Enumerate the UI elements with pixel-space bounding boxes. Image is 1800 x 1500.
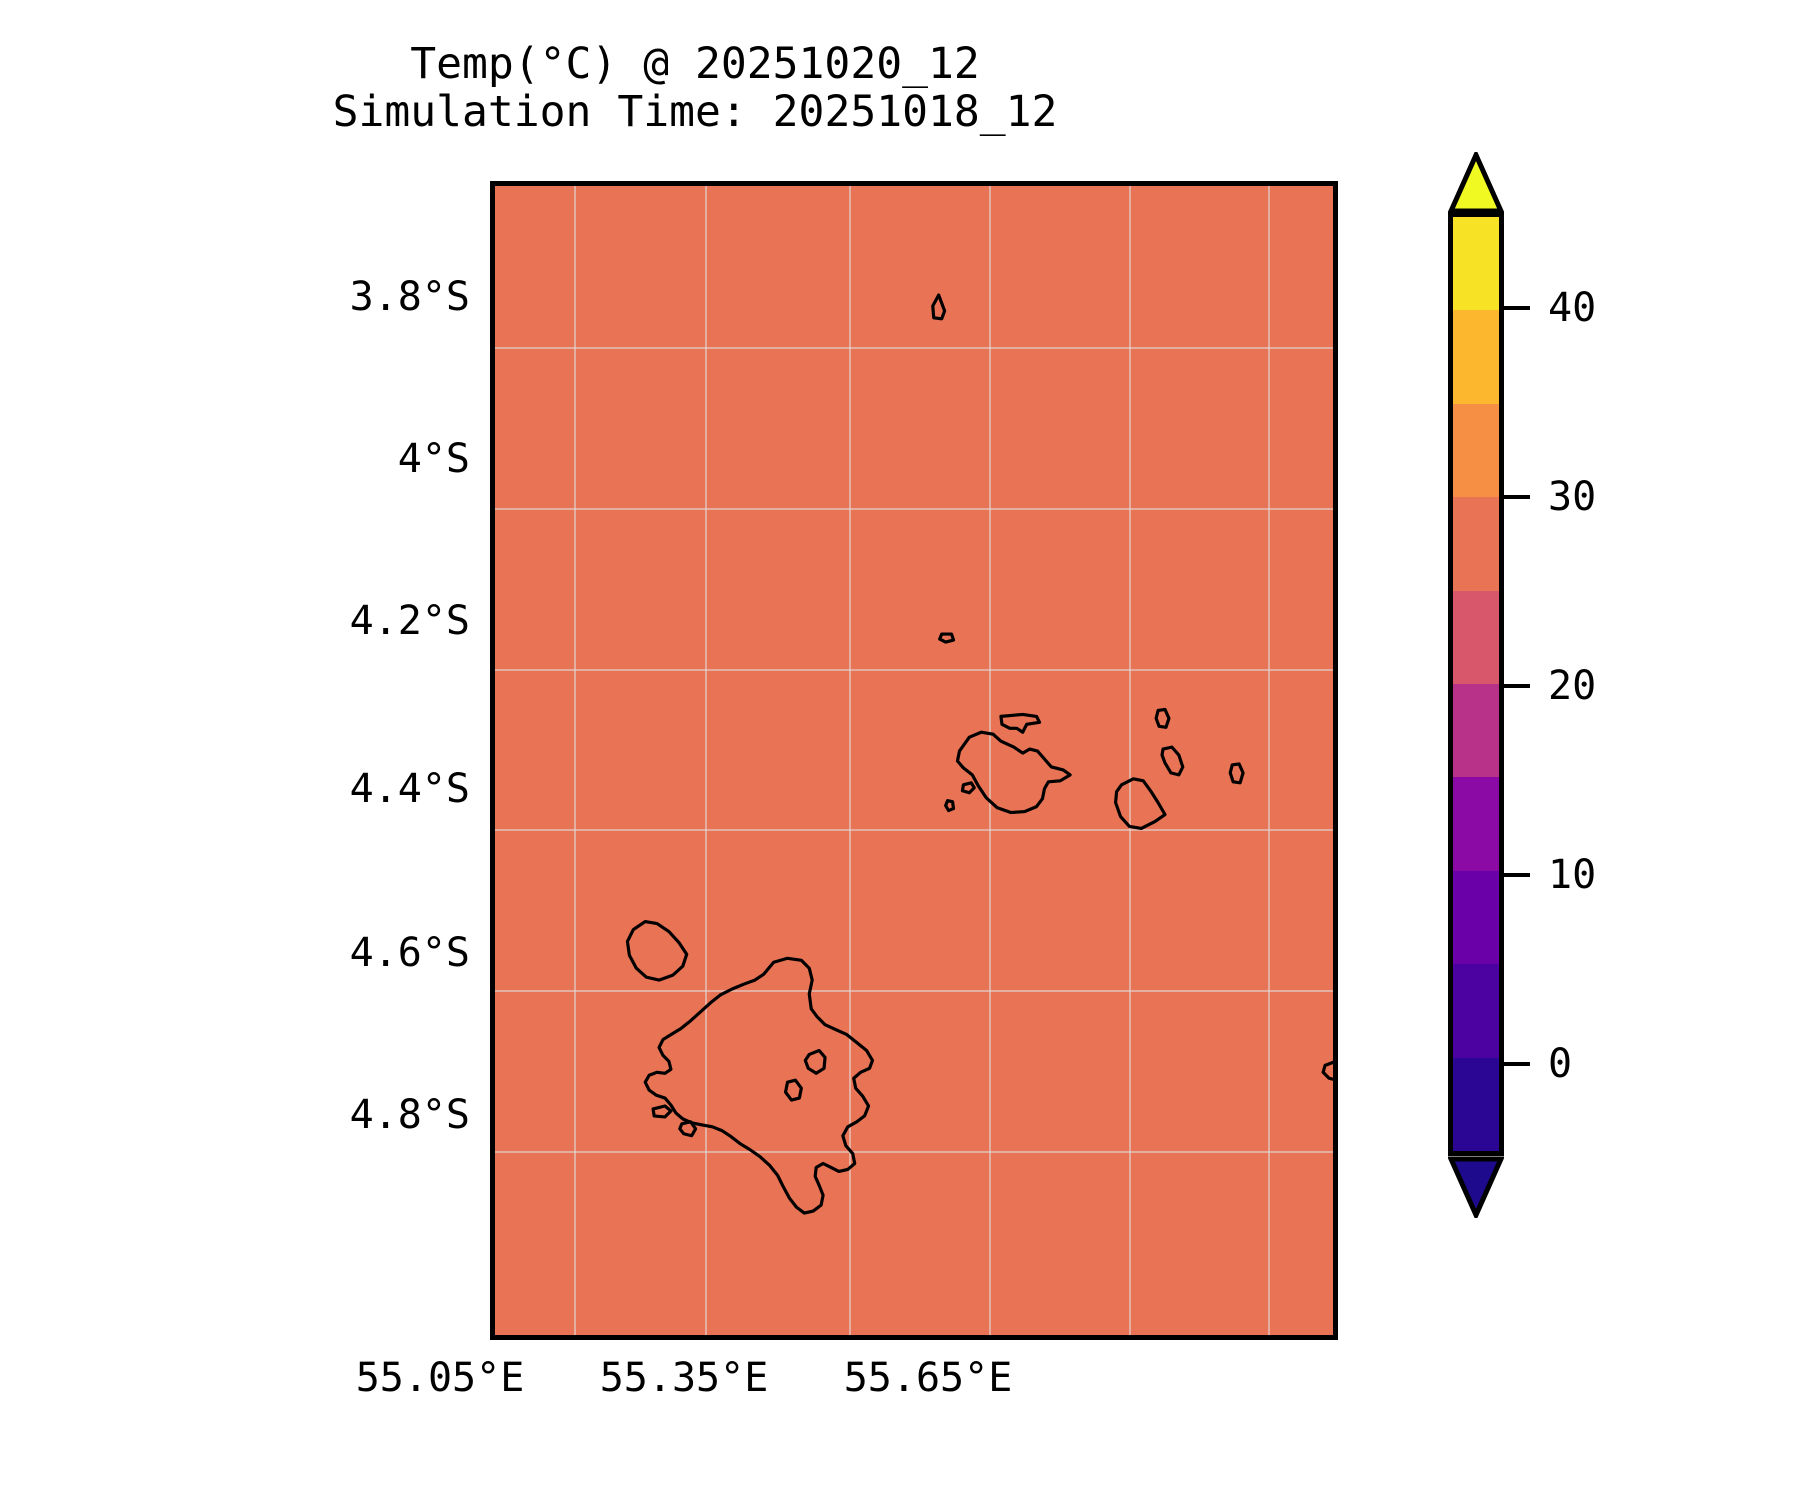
colorbar-band-40-45 (1453, 217, 1499, 311)
colorbar-band-15-20 (1453, 684, 1499, 778)
map-plot-area[interactable] (490, 181, 1338, 1340)
coastline-islet-north (938, 632, 956, 644)
coastline-islet-ste-anne (803, 1048, 827, 1075)
colorbar-tick-label-30: 30 (1548, 474, 1597, 520)
x-tick-label-55.35E: 55.35°E (599, 1355, 769, 1401)
gridline-horizontal (495, 1151, 1333, 1154)
x-tick-label-55.65E: 55.65°E (843, 1355, 1013, 1401)
colorbar-band-10-15 (1453, 777, 1499, 871)
colorbar-tick-40 (1504, 306, 1530, 310)
colorbar-tick-label-10: 10 (1548, 852, 1597, 898)
colorbar-under-arrow-icon (1448, 1156, 1504, 1218)
gridline-vertical (1267, 186, 1270, 1335)
y-tick-label-4.4S: 4.4°S (349, 766, 470, 812)
temperature-field (495, 186, 1333, 1335)
gridline-vertical (704, 186, 707, 1335)
gridline-horizontal (495, 668, 1333, 671)
coastline-islet-cerf (783, 1078, 803, 1102)
coastline-marianne (1154, 707, 1171, 729)
colorbar-tick-0 (1504, 1062, 1530, 1066)
colorbar-tick-label-20: 20 (1548, 663, 1597, 709)
coastline-bird-island (931, 293, 947, 321)
colorbar-band-30-35 (1453, 403, 1499, 498)
gridline-vertical (848, 186, 851, 1335)
coastline-islet-therese (651, 1104, 673, 1119)
gridline-vertical (1128, 186, 1131, 1335)
colorbar-band-25-30 (1453, 497, 1499, 591)
gridline-horizontal (495, 346, 1333, 349)
coastline-mahe (643, 956, 875, 1215)
y-tick-label-4.6S: 4.6°S (349, 930, 470, 976)
coastline-praslin (955, 730, 1072, 815)
title-line-2: Simulation Time: 20251018_12 (332, 87, 1058, 138)
title-line-1: Temp(°C) @ 20251020_12 (410, 39, 980, 89)
y-tick-label-4.2S: 4.2°S (349, 598, 470, 644)
coastline-islet-conception (678, 1120, 698, 1138)
coastline-felicite (1160, 745, 1185, 777)
x-tick-label-55.05E: 55.05°E (355, 1355, 525, 1401)
gridline-horizontal (495, 990, 1333, 993)
coastline-islet-far-east (1228, 762, 1245, 785)
coastline-islet-west-praslin (960, 781, 976, 795)
colorbar-band-20-25 (1453, 590, 1499, 684)
gridline-vertical (988, 186, 991, 1335)
coastline-islet-east-edge (1321, 1060, 1333, 1081)
coastline-la-digue (1114, 777, 1167, 830)
coastline-overlay (625, 293, 1333, 1215)
coastline-islet-far-west (944, 799, 956, 813)
gridline-horizontal (495, 829, 1333, 832)
y-tick-label-4S: 4°S (397, 436, 470, 482)
gridline-horizontal (495, 507, 1333, 510)
colorbar-tick-label-40: 40 (1548, 285, 1597, 331)
coastline-curieuse (999, 712, 1042, 734)
chart-title: Temp(°C) @ 20251020_12 Simulation Time: … (0, 40, 1390, 136)
colorbar-tick-label-0: 0 (1548, 1041, 1573, 1087)
colorbar-band-0-5 (1453, 964, 1499, 1058)
colorbar-band-m5-0 (1453, 1057, 1499, 1151)
gridline-vertical (573, 186, 576, 1335)
colorbar-gradient (1448, 212, 1504, 1156)
colorbar-tick-30 (1504, 495, 1530, 499)
colorbar-over-arrow-icon (1448, 152, 1504, 214)
colorbar-tick-20 (1504, 684, 1530, 688)
y-tick-label-3.8S: 3.8°S (349, 274, 470, 320)
colorbar-band-5-10 (1453, 870, 1499, 965)
colorbar[interactable]: 40 30 20 10 0 (1432, 152, 1762, 1262)
colorbar-band-35-40 (1453, 310, 1499, 404)
coastline-silhouette (625, 920, 689, 982)
y-tick-label-4.8S: 4.8°S (349, 1092, 470, 1138)
colorbar-tick-10 (1504, 873, 1530, 877)
